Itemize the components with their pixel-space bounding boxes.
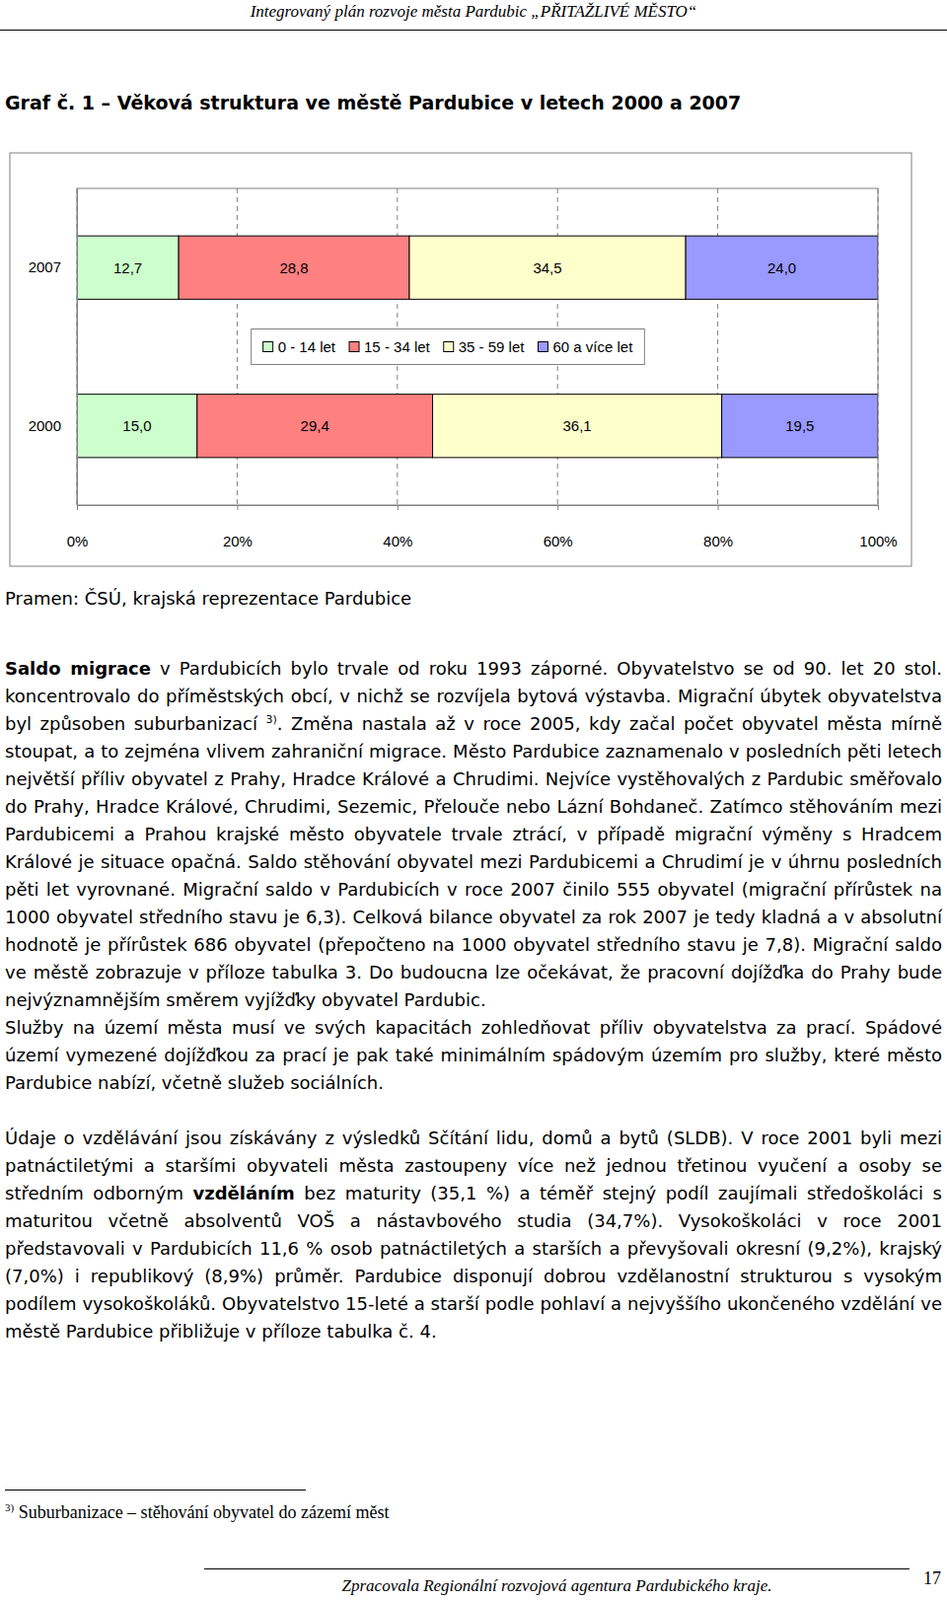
bar-segment [76, 394, 198, 458]
footnote: 3) Suburbanizace – stěhování obyvatel do… [4, 1501, 390, 1524]
legend-label: 0 - 14 let [278, 338, 337, 356]
y-axis: 2007 2000 [28, 189, 78, 507]
tick: 20% [222, 505, 253, 550]
bar-segment [197, 394, 434, 458]
legend-item: 60 a více let [537, 338, 634, 356]
tick-mark [877, 505, 879, 510]
bars [76, 235, 878, 458]
bar-segment [433, 394, 723, 458]
legend-item: 0 - 14 let [263, 338, 337, 356]
footnote-text: Suburbanizace – stěhování obyvatel do zá… [13, 1502, 389, 1523]
tick-label: 40% [382, 532, 413, 550]
legend-swatch [443, 342, 454, 353]
legend-label: 15 - 34 let [364, 338, 432, 356]
data-label: 15,0 [122, 417, 151, 435]
data-label: 24,0 [767, 259, 797, 277]
tick-label: 2007 [28, 258, 62, 276]
bold-text: vzděláním [192, 1182, 294, 1204]
tick-label: 60% [543, 532, 574, 550]
chart-frame [9, 152, 912, 567]
legend-label: 60 a více let [552, 338, 634, 356]
footnote-ref: 3) [265, 713, 277, 727]
tick: 0% [67, 505, 89, 550]
legend-swatch [349, 342, 360, 353]
bar-segment [76, 235, 179, 299]
tick-label: 20% [222, 532, 253, 550]
data-labels: 12,7 15,0 28,8 29,4 34,5 36,1 24,0 19,5 [113, 259, 814, 436]
chart: 12,7 15,0 28,8 29,4 34,5 36,1 24,0 19,5 0% 20% 40%… [0, 147, 947, 583]
tick-label: 80% [703, 532, 733, 550]
text-run: Služby na území města musí ve svých kapa… [4, 1017, 943, 1093]
text-run: . Změna nastala až v roce 2005, kdy zača… [4, 713, 943, 1011]
paragraph: Služby na území města musí ve svých kapa… [4, 1014, 943, 1097]
footnote-mark: 3) [4, 1501, 14, 1514]
body-text: Saldo migrace v Pardubicích bylo trvale … [4, 655, 943, 1346]
text-run: bez maturity (35,1 %) a téměř stejný pod… [4, 1182, 943, 1342]
data-label: 36,1 [562, 417, 591, 435]
axis-line [76, 189, 78, 507]
paragraph: Údaje o vzdělávání jsou získávány z výsl… [4, 1124, 943, 1346]
tick: 80% [703, 505, 733, 550]
x-axis: 0% 20% 40% 60% 80% 100% [67, 505, 898, 550]
tick-mark [557, 505, 559, 510]
tick-mark [236, 505, 238, 510]
grid [76, 188, 878, 506]
bar-segment [409, 235, 686, 299]
tick-mark [397, 505, 399, 510]
legend-box [251, 329, 646, 365]
tick: 60% [543, 505, 574, 550]
data-label: 29,4 [300, 417, 330, 435]
page-number: 17 [923, 1568, 942, 1590]
data-label: 34,5 [532, 259, 562, 277]
tick-label: 2000 [28, 417, 62, 435]
source-note: Pramen: ČSÚ, krajská reprezentace Pardub… [4, 587, 412, 609]
data-label: 12,7 [113, 259, 143, 277]
footnote-rule [4, 1489, 306, 1491]
data-label: 19,5 [785, 417, 814, 435]
plot-frame [76, 188, 878, 506]
tick: 2007 [28, 258, 77, 276]
bold-text: Saldo migrace [4, 657, 151, 679]
data-label: 28,8 [279, 259, 308, 277]
legend-item: 15 - 34 let [349, 338, 432, 356]
paragraph: Saldo migrace v Pardubicích bylo trvale … [4, 655, 943, 1015]
legend-item: 35 - 59 let [443, 338, 526, 356]
tick: 2000 [28, 417, 77, 435]
figure-title: Graf č. 1 – Věková struktura ve městě Pa… [4, 91, 741, 114]
legend-swatch [263, 342, 274, 353]
bar-segment [685, 235, 878, 299]
legend: 0 - 14 let 15 - 34 let 35 - 59 let 60 a víc… [251, 329, 646, 365]
tick-label: 100% [859, 532, 897, 550]
legend-label: 35 - 59 let [458, 338, 526, 356]
tick: 100% [859, 505, 897, 550]
legend-swatch [537, 342, 548, 353]
header-rule [0, 29, 947, 31]
tick-label: 0% [67, 532, 89, 550]
footer-rule [204, 1568, 910, 1570]
tick-mark [76, 505, 78, 510]
page-footer: Zpracovala Regionální rozvojová agentura… [204, 1576, 910, 1597]
tick: 40% [382, 505, 413, 550]
axis-line [77, 505, 879, 507]
page-header: Integrovaný plán rozvoje města Pardubic … [0, 1, 947, 22]
tick-mark [718, 505, 720, 510]
bar-segment [722, 394, 878, 458]
bar-segment [178, 235, 410, 299]
